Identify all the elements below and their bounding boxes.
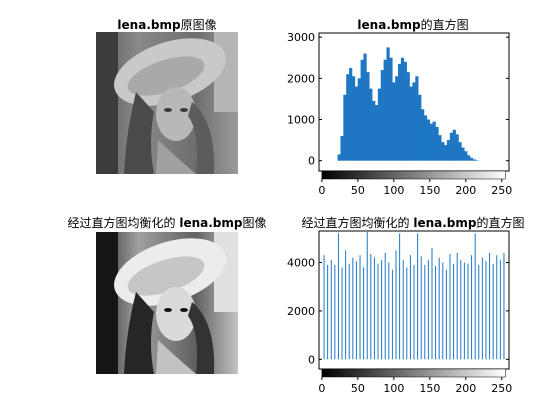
histogram-bar — [472, 159, 477, 161]
histogram-bar — [446, 140, 451, 161]
histogram-bar — [441, 142, 445, 161]
histogram-bar — [380, 70, 384, 161]
histogram-bar — [467, 155, 471, 161]
histogram-bar — [435, 126, 439, 161]
y-tick-label: 0 — [308, 155, 315, 168]
histogram-bar — [426, 119, 430, 161]
histogram-bar — [429, 123, 433, 161]
histogram-bar — [418, 94, 422, 161]
x-tick-label: 250 — [491, 184, 512, 196]
grayscale-colorbar — [321, 368, 506, 378]
histogram-bar — [337, 154, 341, 161]
x-tick-label: 150 — [419, 184, 440, 196]
x-tick-label: 0 — [318, 184, 325, 196]
grayscale-colorbar — [321, 170, 506, 180]
original-histogram-chart: 0 1000 2000 3000 0 50 100 150 200 250 — [287, 31, 512, 196]
histogram-bar — [421, 109, 425, 161]
y-tick-label: 1000 — [287, 114, 315, 127]
title-original-image: lena.bmp原图像 — [117, 18, 217, 32]
x-tick-label: 250 — [491, 382, 512, 394]
histogram-bar — [383, 59, 387, 161]
histogram-bar — [432, 121, 436, 161]
x-tick-label: 200 — [455, 184, 476, 196]
histogram-bar — [461, 147, 465, 161]
histogram-bar — [357, 78, 361, 161]
x-tick-label: 150 — [419, 382, 440, 394]
x-tick-label: 200 — [455, 382, 476, 394]
histogram-bar — [398, 63, 402, 161]
histogram-bar — [349, 68, 353, 161]
x-tick-label: 100 — [383, 382, 404, 394]
title-equalized-image: 经过直方图均衡化的 lena.bmp图像 — [67, 216, 267, 230]
histogram-bar — [374, 105, 379, 161]
histogram-bar — [340, 135, 344, 161]
equalized-histogram-chart: 0 2000 4000 0 50 100 150 200 250 — [287, 230, 512, 394]
histogram-bar — [458, 142, 462, 161]
y-tick-label: 4000 — [287, 256, 315, 269]
histogram-bar — [455, 134, 459, 161]
histogram-bar — [423, 115, 428, 161]
x-tick-label: 100 — [383, 184, 404, 196]
equalized-image — [96, 232, 238, 374]
histogram-bar — [406, 72, 410, 161]
histogram-bar — [400, 57, 405, 161]
histogram-bar — [372, 100, 376, 161]
histogram-bar — [469, 157, 474, 161]
histogram-bar — [346, 74, 350, 161]
histogram-bar — [343, 94, 347, 161]
y-tick-label: 3000 — [287, 31, 315, 44]
histogram-bar — [369, 88, 373, 161]
histogram-bar — [354, 86, 359, 161]
histogram-bar — [438, 135, 442, 161]
histogram-bar — [444, 145, 448, 161]
histogram-bar — [386, 47, 390, 161]
histogram-bar — [409, 86, 413, 161]
histogram-bar — [403, 61, 407, 161]
x-tick-label: 50 — [351, 184, 365, 196]
histogram-bar — [415, 76, 419, 161]
histogram-bar — [366, 72, 370, 161]
y-tick-label: 0 — [308, 353, 315, 366]
histogram-bar — [452, 129, 456, 161]
histogram-bar — [464, 151, 468, 161]
title-original-histogram: lena.bmp的直方图 — [357, 18, 469, 32]
histogram-bar — [389, 57, 393, 161]
x-tick-label: 50 — [351, 382, 365, 394]
histogram-bar — [449, 132, 454, 161]
y-tick-label: 2000 — [287, 305, 315, 318]
x-tick-label: 0 — [318, 382, 325, 394]
histogram-bar — [351, 76, 356, 161]
histogram-bar — [377, 88, 382, 161]
histogram-bar — [392, 82, 396, 161]
histogram-bar — [412, 82, 416, 161]
histogram-bar — [360, 59, 364, 161]
original-image — [96, 32, 238, 174]
y-tick-label: 2000 — [287, 72, 315, 85]
histogram-bar — [395, 76, 399, 161]
title-equalized-histogram: 经过直方图均衡化的 lena.bmp的直方图 — [301, 216, 525, 230]
histogram-bar — [363, 53, 367, 161]
